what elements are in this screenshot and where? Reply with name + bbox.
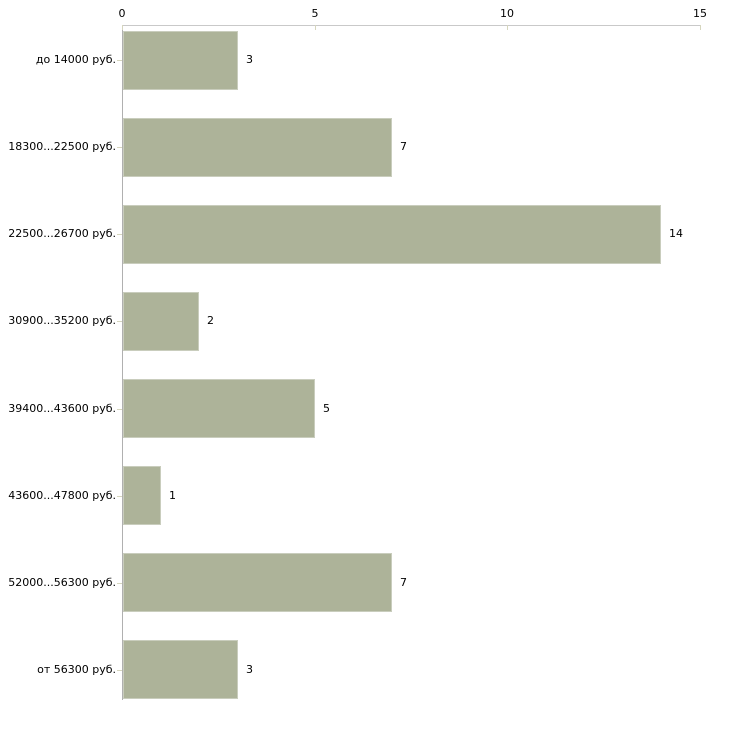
x-axis-tick-label: 5 xyxy=(311,7,319,20)
bar-value-label: 14 xyxy=(669,227,683,240)
category-tick-mark xyxy=(117,496,122,497)
bar xyxy=(123,205,661,264)
bar xyxy=(123,379,315,438)
category-tick-mark xyxy=(117,321,122,322)
category-label: 18300...22500 руб. xyxy=(8,140,116,153)
category-tick-mark xyxy=(117,234,122,235)
x-axis-tick-label: 15 xyxy=(693,7,707,20)
bar-value-label: 5 xyxy=(323,402,330,415)
category-tick-mark xyxy=(117,409,122,410)
x-axis-tick-label: 10 xyxy=(500,7,514,20)
bar xyxy=(123,640,238,699)
category-label: 30900...35200 руб. xyxy=(8,314,116,327)
category-tick-mark xyxy=(117,60,122,61)
category-tick-mark xyxy=(117,670,122,671)
x-axis-tick-label: 0 xyxy=(118,7,126,20)
category-label: 39400...43600 руб. xyxy=(8,402,116,415)
bar xyxy=(123,466,161,525)
bar xyxy=(123,31,238,90)
bar xyxy=(123,118,392,177)
bar-value-label: 3 xyxy=(246,53,253,66)
x-axis-tick-mark xyxy=(315,25,316,30)
bar-value-label: 3 xyxy=(246,663,253,676)
bar-value-label: 7 xyxy=(400,140,407,153)
x-axis-tick-mark xyxy=(507,25,508,30)
category-tick-mark xyxy=(117,583,122,584)
bar xyxy=(123,553,392,612)
category-label: от 56300 руб. xyxy=(37,663,116,676)
bar-value-label: 1 xyxy=(169,489,176,502)
bar xyxy=(123,292,199,351)
category-label: 22500...26700 руб. xyxy=(8,227,116,240)
y-axis-line xyxy=(122,25,123,700)
x-axis-tick-mark xyxy=(122,25,123,30)
category-label: 52000...56300 руб. xyxy=(8,576,116,589)
category-label: до 14000 руб. xyxy=(35,53,116,66)
category-label: 43600...47800 руб. xyxy=(8,489,116,502)
x-axis-line xyxy=(122,25,700,26)
x-axis-tick-mark xyxy=(700,25,701,30)
bar-value-label: 7 xyxy=(400,576,407,589)
bar-value-label: 2 xyxy=(207,314,214,327)
category-tick-mark xyxy=(117,147,122,148)
